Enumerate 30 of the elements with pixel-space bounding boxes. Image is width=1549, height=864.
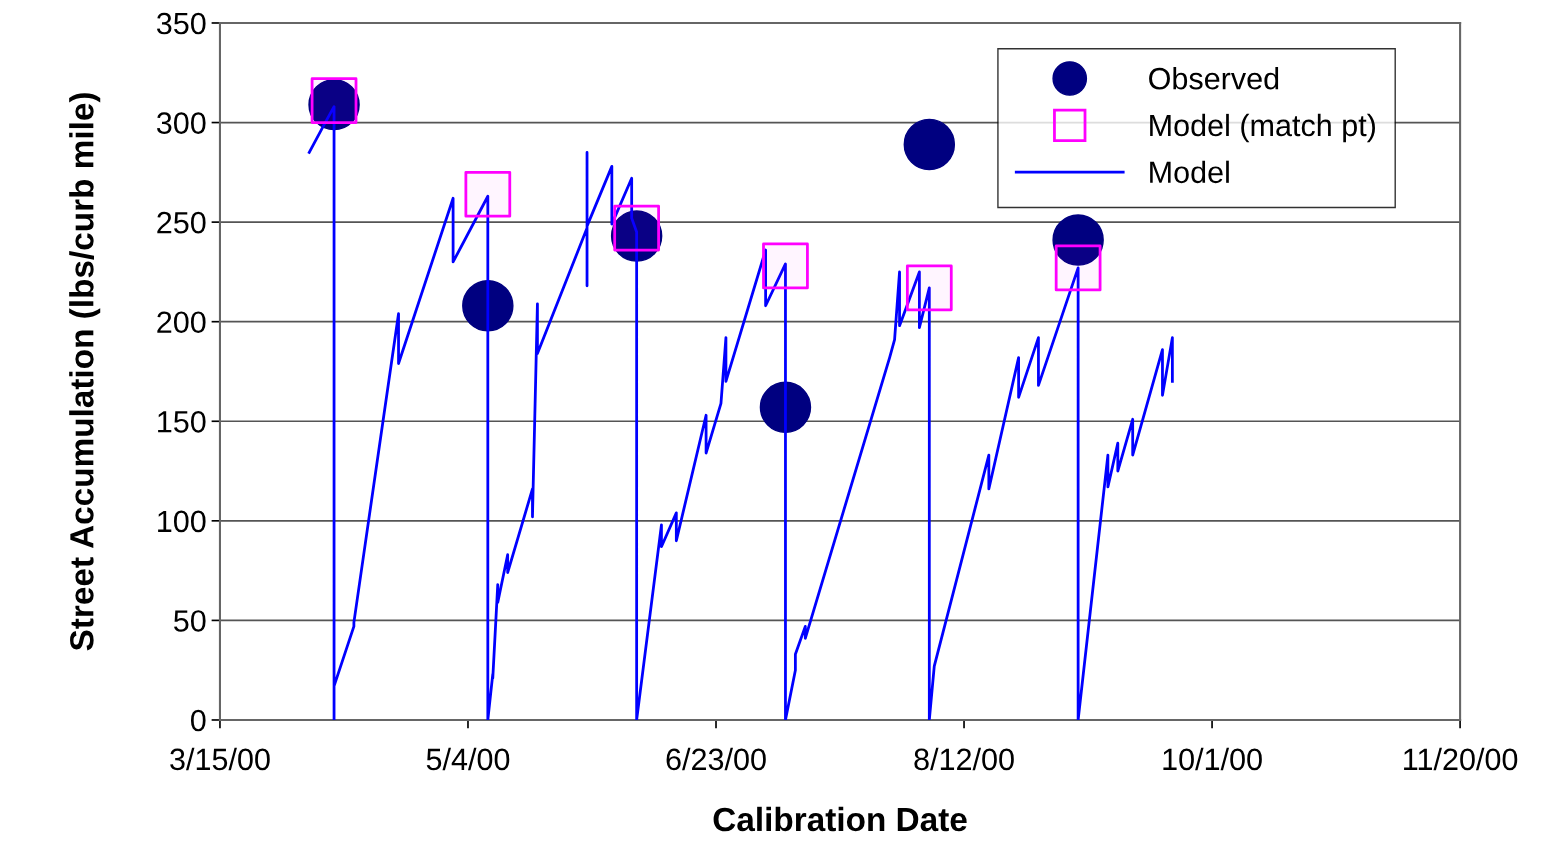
point (762, 242, 809, 290)
point (308, 78, 360, 131)
y-tick-label: 300 (156, 112, 206, 134)
y-tick-label: 0 (190, 709, 206, 732)
y-tick-label: 150 (158, 411, 206, 433)
point (1054, 244, 1102, 292)
point (905, 264, 953, 312)
x-tick-label: 3/15/00 (170, 747, 270, 771)
point (903, 118, 956, 171)
point (1052, 214, 1104, 266)
y-tick-label: 250 (157, 211, 206, 234)
x-tick-label: 8/12/00 (914, 747, 1014, 771)
y-tick-label: 350 (156, 12, 206, 35)
x-tick-label: 10/1/00 (1163, 747, 1262, 771)
x-axis-title: Calibration Date (713, 806, 967, 832)
x-tick-label: 11/20/00 (1404, 747, 1518, 771)
y-tick-label: 50 (174, 610, 206, 632)
point (310, 77, 358, 124)
point (462, 280, 514, 332)
x-tick-label: 6/23/00 (666, 747, 766, 771)
point (610, 210, 663, 262)
y-axis-title: Street Accumulation (lbs/curb mile) (69, 93, 101, 651)
point (464, 170, 512, 218)
y-tick-label: 100 (158, 510, 206, 533)
point (759, 381, 812, 434)
legend-label: Observed (1149, 67, 1279, 90)
legend-label: Model (match pt) (1150, 113, 1375, 143)
legend-label: Model (1150, 160, 1229, 184)
x-tick-label: 5/4/00 (426, 747, 510, 771)
y-tick-label: 200 (157, 311, 206, 334)
